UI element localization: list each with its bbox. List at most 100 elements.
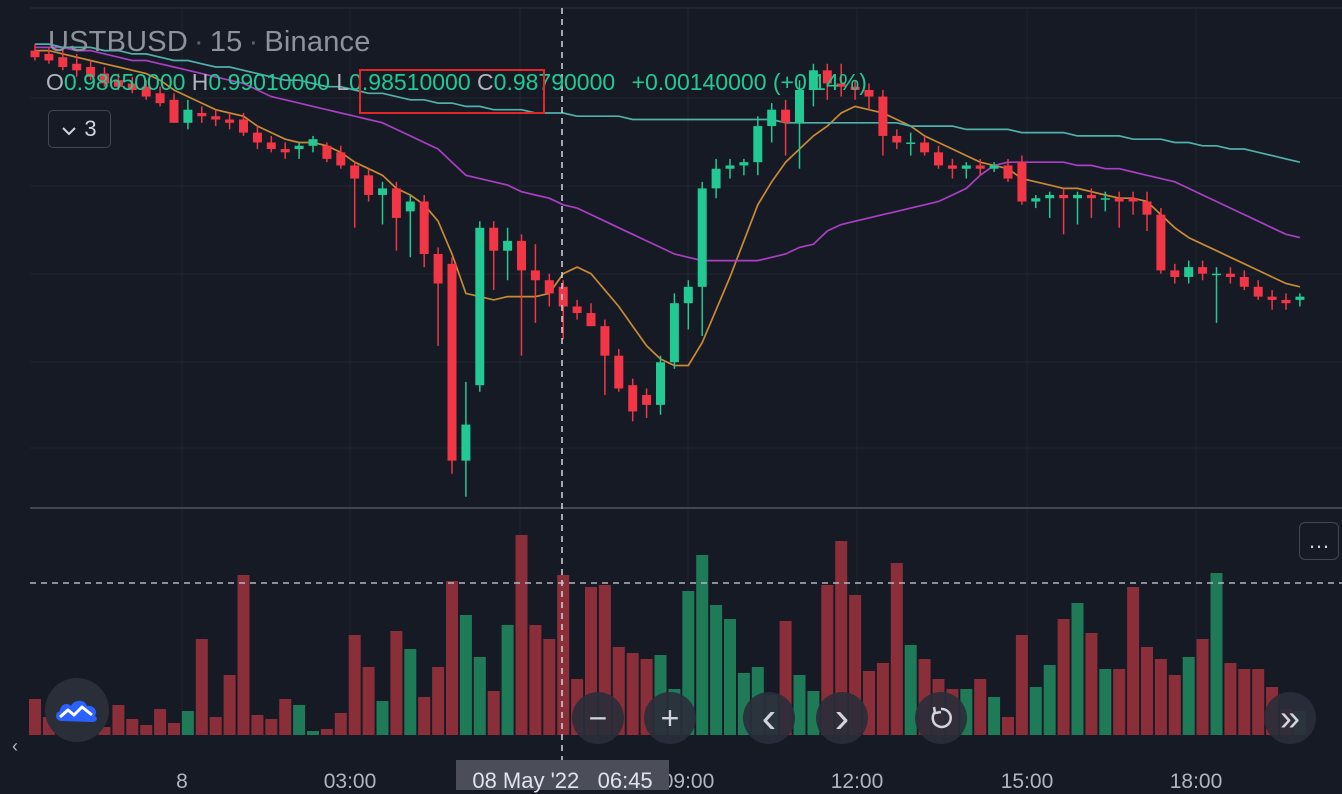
- candle-body: [72, 63, 82, 71]
- candle-body: [1239, 276, 1249, 287]
- candle-body: [642, 395, 652, 405]
- volume-bar: [543, 639, 556, 735]
- candle-body: [489, 227, 499, 251]
- ohlc-legend: O0.98650000 H0.99010000 L0.98510000 C0.9…: [46, 69, 867, 96]
- volume-bar: [890, 563, 903, 735]
- volume-bar: [626, 653, 639, 735]
- symbol-legend[interactable]: USTBUSD · 15 · Binance: [48, 26, 371, 59]
- candle-body: [419, 201, 429, 254]
- candle-body: [836, 83, 846, 87]
- scroll-left-button[interactable]: ‹: [743, 692, 795, 744]
- candle-body: [1156, 214, 1166, 271]
- volume-bar: [1002, 717, 1014, 735]
- volume-bar: [557, 575, 570, 735]
- scroll-right-button[interactable]: ›: [816, 692, 868, 744]
- candle-body: [892, 135, 902, 143]
- volume-bar: [293, 705, 306, 735]
- candle-body: [572, 306, 582, 314]
- volume-bar: [1029, 687, 1042, 735]
- high-value: 0.99010000: [208, 69, 330, 95]
- jump-to-realtime-button[interactable]: »: [1264, 692, 1316, 744]
- volume-bar: [195, 639, 208, 735]
- volume-bar: [904, 645, 917, 735]
- zoom-out-button[interactable]: −: [572, 692, 624, 744]
- volume-bar: [29, 699, 41, 735]
- volume-bar: [98, 727, 111, 735]
- candle-body: [683, 286, 693, 304]
- volume-bar: [710, 605, 723, 735]
- volume-bar: [1141, 647, 1153, 735]
- candle-body: [697, 188, 707, 287]
- close-value: 0.98790000: [493, 69, 616, 95]
- chart-grid: [30, 7, 1342, 735]
- volume-bar: [515, 535, 528, 735]
- more-options-button[interactable]: …: [1299, 522, 1339, 560]
- time-axis-label: 18:00: [1169, 770, 1223, 793]
- chevron-right-icon: ›: [834, 693, 850, 742]
- candle-body: [586, 313, 596, 327]
- change-value: +0.00140000 (+0.14%): [631, 69, 867, 95]
- candle-body: [197, 112, 207, 117]
- volume-bar: [1071, 603, 1084, 735]
- candle-body: [1003, 165, 1013, 179]
- indicators-toggle-button[interactable]: 3: [48, 110, 111, 148]
- separator-dot: ·: [248, 26, 259, 58]
- time-axis-label: 03:00: [323, 770, 377, 793]
- crosshair-date: 08 May '22: [472, 768, 580, 793]
- candle-body: [614, 355, 624, 389]
- candle-body: [906, 142, 916, 144]
- symbol-name: USTBUSD: [48, 26, 188, 58]
- volume-bar: [501, 625, 514, 735]
- candle-body: [808, 70, 818, 90]
- volume-bar: [1182, 657, 1195, 735]
- volume-bar: [1043, 665, 1056, 735]
- candle-body: [405, 201, 415, 212]
- volume-bar: [459, 615, 472, 735]
- candle-body: [1086, 194, 1096, 199]
- candle-body: [1100, 198, 1110, 200]
- candle-body: [44, 53, 54, 61]
- candle-body: [795, 90, 804, 123]
- volume-bar: [1127, 587, 1140, 735]
- candle-body: [1212, 273, 1221, 276]
- candle-body: [252, 132, 262, 143]
- candle-body: [989, 165, 999, 169]
- high-label: H: [191, 69, 209, 95]
- volume-bar: [112, 705, 125, 735]
- candle-body: [628, 385, 638, 412]
- volume-bar: [1224, 663, 1237, 735]
- candle-body: [308, 139, 318, 146]
- volume-bar: [1154, 659, 1167, 735]
- volume-bar: [1099, 669, 1112, 735]
- candle-body: [1059, 194, 1069, 199]
- volume-bar: [1168, 675, 1181, 735]
- volume-bar: [404, 649, 417, 735]
- candle-body: [934, 152, 943, 166]
- candles-layer: [30, 44, 1305, 497]
- moving-average-line-3: [35, 43, 1301, 164]
- volume-bar: [126, 719, 139, 735]
- candle-body: [86, 67, 96, 77]
- scroll-left-arrow-icon[interactable]: ‹: [12, 736, 18, 756]
- candle-body: [1295, 296, 1305, 300]
- candle-body: [58, 57, 68, 68]
- zoom-in-button[interactable]: +: [644, 692, 696, 744]
- volume-bar: [140, 725, 153, 735]
- volume-bar: [181, 711, 194, 735]
- reset-chart-button[interactable]: [915, 692, 967, 744]
- exchange-name: Binance: [264, 26, 371, 58]
- volume-bar: [696, 555, 709, 735]
- candle-body: [544, 280, 554, 294]
- candle-body: [336, 152, 346, 166]
- candle-body: [503, 240, 513, 251]
- candle-body: [350, 165, 360, 179]
- volume-bar: [432, 667, 445, 735]
- volume-bar: [362, 667, 375, 735]
- volume-bar: [487, 691, 500, 735]
- tradingview-logo[interactable]: [45, 678, 109, 742]
- volume-bar: [348, 635, 361, 735]
- reset-icon: [931, 706, 952, 729]
- candle-body: [169, 99, 179, 123]
- volume-bar: [251, 715, 264, 735]
